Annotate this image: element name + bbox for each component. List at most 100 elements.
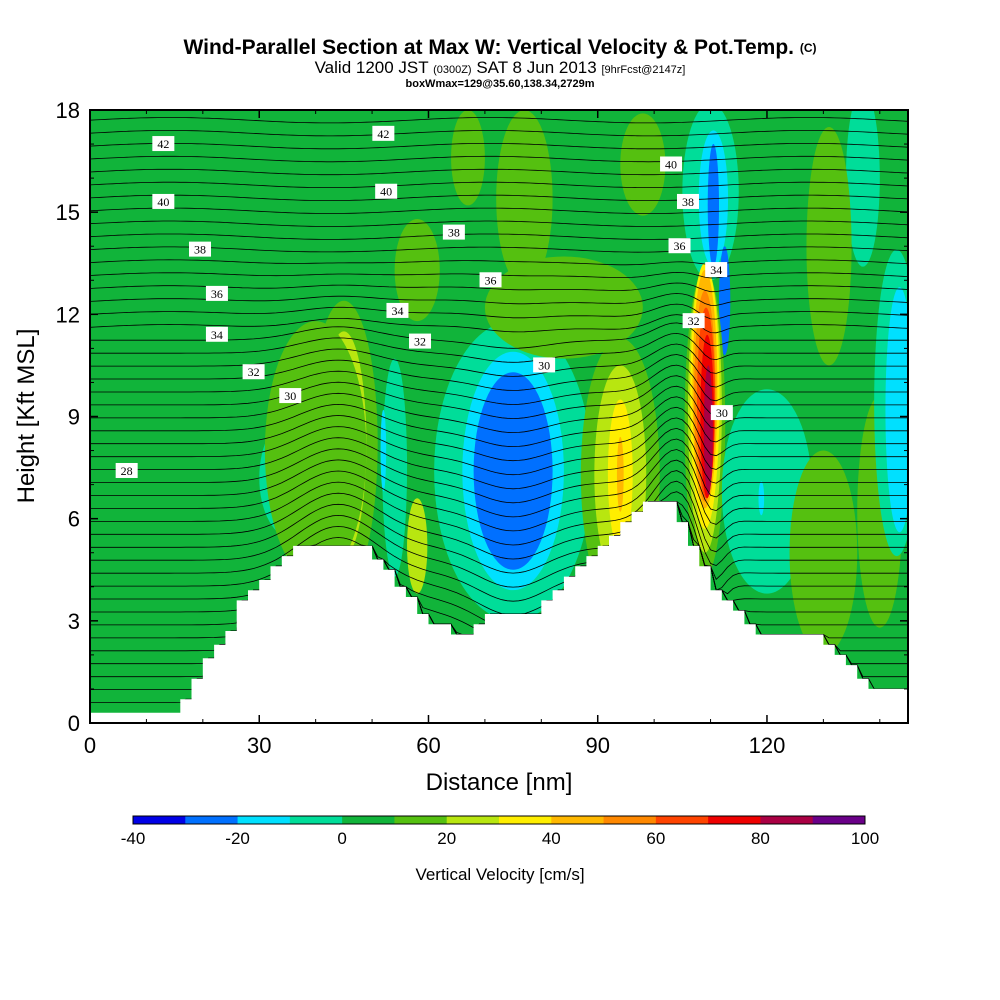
velocity-cell-36 — [496, 110, 553, 288]
velocity-cell-34 — [806, 127, 852, 366]
contour-label-box — [386, 302, 409, 318]
velocity-cell-28 — [758, 481, 765, 516]
title-mark: (C) — [799, 41, 817, 55]
velocity-cell-7 — [407, 498, 428, 594]
contour-label-text: 36 — [674, 239, 686, 253]
isentrope-line — [90, 142, 908, 150]
contour-label-text: 40 — [157, 195, 169, 209]
contour-label: 34 — [705, 262, 728, 278]
contour-label-box — [279, 388, 302, 404]
valid-zulu: (0300Z) — [433, 64, 472, 76]
contour-label: 38 — [442, 224, 465, 240]
y-tick-label: 9 — [68, 405, 80, 430]
colorbar-title: Vertical Velocity [cm/s] — [415, 865, 584, 884]
contour-label-text: 36 — [211, 287, 223, 301]
isentrope-line — [90, 155, 908, 163]
colorbar-bin — [812, 816, 866, 824]
contour-label: 40 — [660, 156, 683, 172]
contour-label-text: 30 — [284, 389, 296, 403]
contour-label: 30 — [533, 357, 556, 373]
contour-label-box — [705, 262, 728, 278]
y-tick-label: 6 — [68, 507, 80, 532]
isentrope-line — [90, 343, 908, 377]
contour-label: 32 — [682, 313, 705, 329]
contour-label: 36 — [668, 238, 691, 254]
isentrope-line — [90, 246, 908, 253]
isentrope-line — [90, 501, 908, 602]
chart-title: Wind-Parallel Section at Max W: Vertical… — [0, 36, 1000, 60]
velocity-cell-38 — [394, 218, 440, 322]
contour-label-box — [442, 224, 465, 240]
contour-label: 28 — [115, 462, 138, 478]
contour-label-text: 42 — [377, 127, 389, 141]
colorbar: -40 -20 0 20 40 60 80 100 — [121, 815, 879, 848]
contour-label-text: 42 — [157, 137, 169, 151]
velocity-cell-26 — [703, 365, 713, 495]
y-tick-label: 0 — [68, 711, 80, 736]
isentrope-line — [90, 303, 908, 320]
velocity-cell-37 — [620, 113, 666, 216]
isentrope-line — [90, 117, 908, 124]
velocity-cell-32 — [885, 287, 908, 533]
contour-label-box — [242, 364, 265, 380]
colorbar-bin — [551, 816, 605, 824]
isentrope-line — [90, 207, 908, 214]
colorbar-bin — [133, 816, 186, 824]
contour-label-text: 38 — [448, 226, 460, 240]
contour-label-text: 36 — [485, 273, 497, 287]
y-tick-label: 15 — [56, 200, 80, 225]
isentrope-line — [90, 194, 908, 202]
contour-label-box — [372, 125, 395, 141]
contour-label-box — [152, 136, 175, 152]
contour-label: 40 — [375, 183, 398, 199]
isentrope-line — [90, 181, 908, 189]
contour-label: 32 — [409, 333, 432, 349]
contour-label: 40 — [152, 193, 175, 209]
contour-label: 34 — [386, 302, 409, 318]
velocity-cell-27 — [721, 389, 813, 594]
colorbar-bin — [446, 816, 500, 824]
velocity-cell-35 — [451, 110, 485, 206]
x-axis-title: Distance [nm] — [426, 769, 573, 796]
terrain — [90, 501, 908, 723]
colorbar-bin — [237, 816, 291, 824]
isentrope-line — [90, 364, 908, 405]
contour-label-box — [479, 272, 502, 288]
contour-label-box — [205, 285, 228, 301]
isentrope-line — [90, 259, 908, 266]
colorbar-bin — [185, 816, 239, 824]
contour-label-text: 40 — [380, 185, 392, 199]
contour-label-box — [682, 313, 705, 329]
valid-forecast: [9hrFcst@2147z] — [601, 64, 686, 76]
contour-label-text: 30 — [716, 406, 728, 420]
valid-date: SAT 8 Jun 2013 — [476, 58, 597, 77]
isentrope-line — [90, 220, 908, 227]
valid-prefix: Valid 1200 JST — [314, 58, 429, 77]
x-tick-label: 90 — [585, 733, 609, 758]
velocity-cell-10 — [473, 372, 553, 570]
contour-label: 42 — [372, 125, 395, 141]
y-tick-label: 3 — [68, 609, 80, 634]
contour-label-box — [152, 193, 175, 209]
colorbar-tick-label: 60 — [646, 829, 665, 848]
contour-label-box — [409, 333, 432, 349]
x-tick-label: 30 — [247, 733, 271, 758]
contour-label-text: 34 — [710, 263, 722, 277]
contour-label-box — [676, 193, 699, 209]
contour-label-box — [533, 357, 556, 373]
isentrope-line — [90, 129, 908, 137]
isentrope-line — [90, 406, 908, 462]
isentrope-line — [90, 314, 908, 334]
isentrope-line — [90, 385, 908, 434]
contour-label-text: 28 — [121, 464, 133, 478]
contour-label-box — [189, 241, 212, 257]
colorbar-bin — [289, 816, 343, 824]
x-tick-label: 60 — [416, 733, 440, 758]
isentrope-line — [90, 491, 908, 574]
isentrope-line — [90, 396, 908, 448]
colorbar-tick-label: -40 — [121, 829, 146, 848]
x-tick-label: 0 — [84, 733, 96, 758]
colorbar-frame — [132, 815, 866, 825]
isentrope-line — [90, 449, 908, 518]
